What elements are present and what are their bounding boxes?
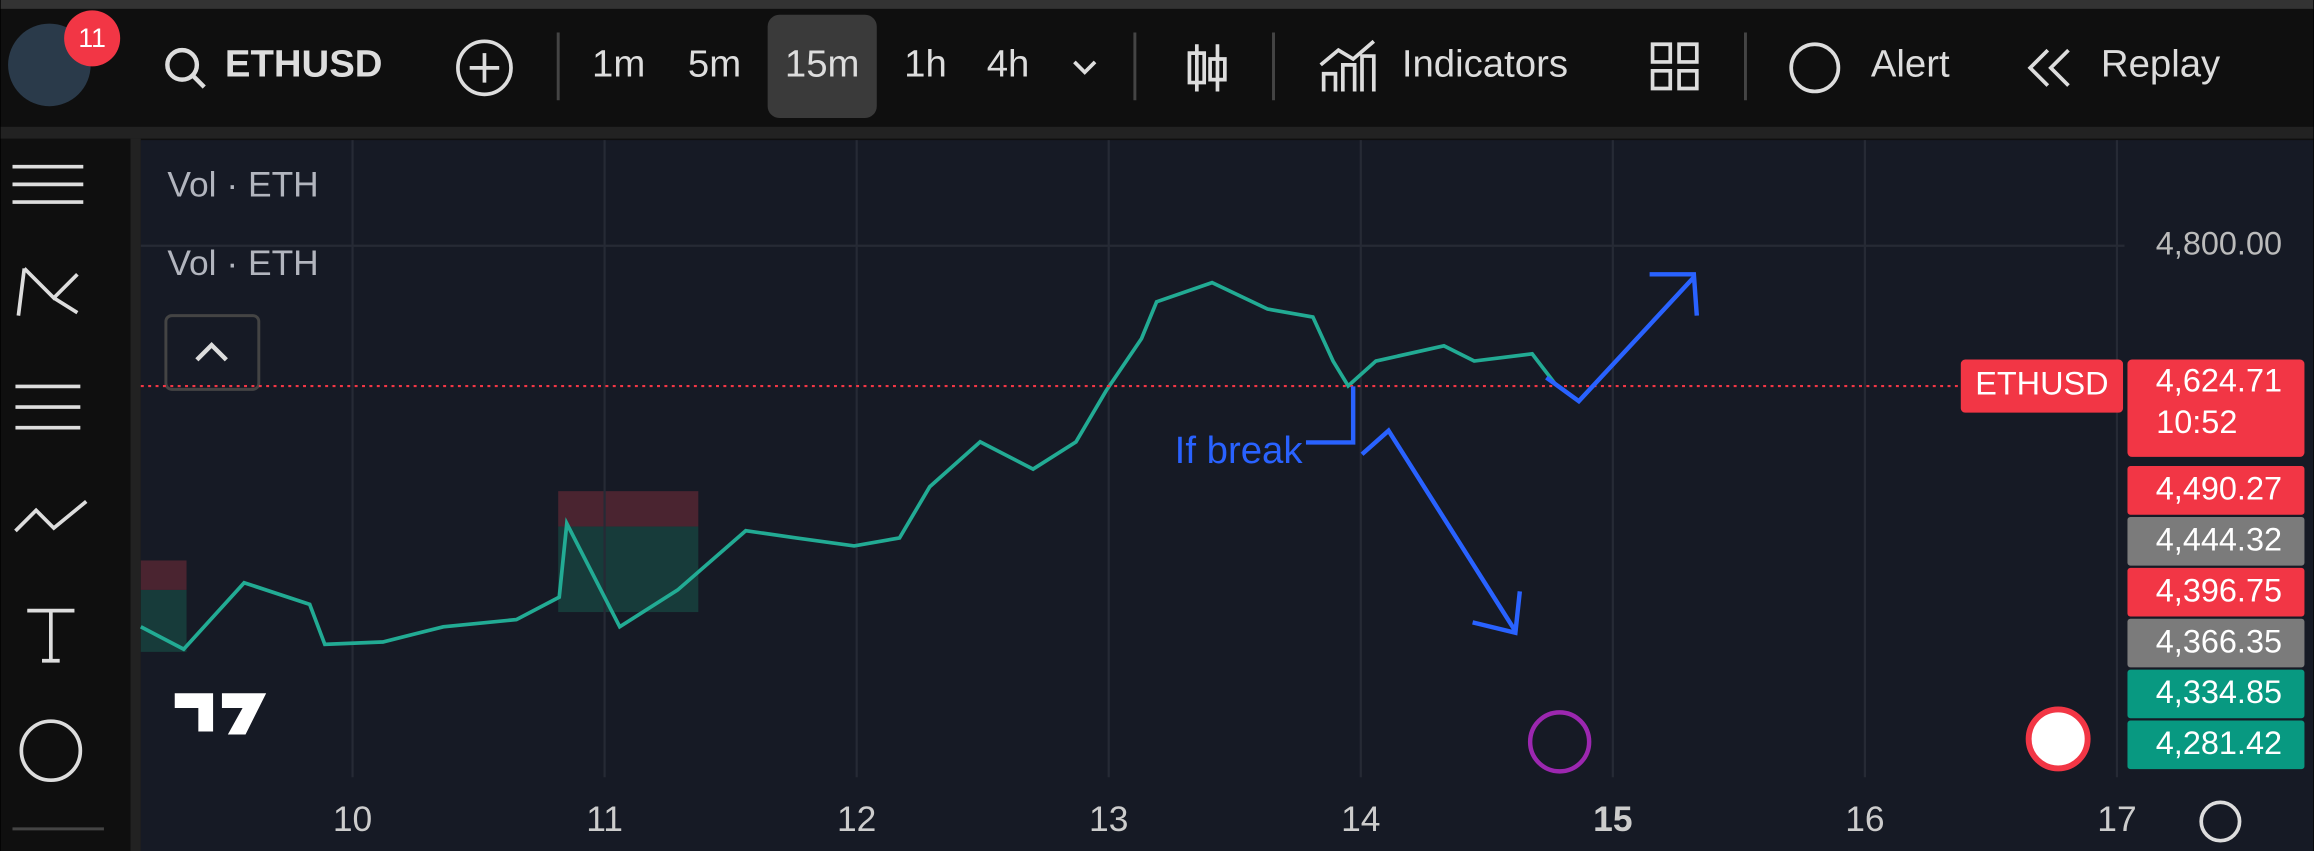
top-strip — [0, 0, 2314, 9]
tool-fib[interactable] — [15, 384, 81, 430]
alert[interactable]: Alert — [1871, 42, 1950, 85]
price-label-text: 4,396.75 — [2156, 572, 2282, 608]
price-tag-text: 4,624.71 — [2156, 363, 2282, 399]
tools — [12, 164, 88, 783]
replay[interactable]: Replay — [2101, 42, 2221, 85]
add-icon — [469, 53, 500, 83]
logo — [174, 693, 267, 735]
tool-text[interactable] — [27, 608, 75, 663]
collapse-icon — [195, 341, 228, 362]
price-label-text: 4,366.35 — [2156, 623, 2282, 659]
tool-lines[interactable] — [12, 164, 84, 204]
position-profit — [140, 589, 187, 652]
flag-icon[interactable] — [2025, 706, 2091, 772]
position-loss — [558, 491, 699, 527]
tool-pattern[interactable] — [16, 267, 79, 316]
indicators-icon[interactable] — [1319, 39, 1376, 92]
add-button[interactable] — [456, 39, 513, 97]
price-label — [2127, 516, 2305, 566]
indicators[interactable]: Indicators — [1402, 42, 1568, 85]
y-tick-label: 4,800.00 — [2156, 225, 2282, 261]
tool-emoji[interactable] — [19, 719, 83, 783]
legend: Vol · ETH — [167, 166, 318, 205]
price-label — [2127, 669, 2305, 719]
position-profit — [558, 526, 699, 613]
price-label-text: 4,490.27 — [2156, 471, 2282, 507]
symbol-tag-text: ETHUSD — [1975, 366, 2108, 402]
annotation: If break — [1175, 429, 1304, 472]
price-label-text: 4,334.85 — [2156, 674, 2282, 710]
x-tick-label: 13 — [1089, 800, 1128, 839]
assistant-icon[interactable] — [1527, 710, 1592, 774]
x-tick-label: 14 — [1341, 800, 1380, 839]
replay-icon[interactable] — [2027, 48, 2070, 87]
alert-icon[interactable] — [1789, 42, 1841, 94]
down-arrow — [1360, 427, 1523, 636]
interval[interactable]: 1m — [592, 42, 645, 85]
chart-area — [140, 140, 2314, 851]
settings-icon[interactable] — [2199, 800, 2242, 843]
price-line — [139, 280, 1557, 652]
active-interval — [767, 14, 877, 118]
x-tick-label: 16 — [1845, 800, 1884, 839]
interval[interactable]: 15m — [785, 42, 860, 85]
collapse-button[interactable] — [164, 314, 261, 391]
interval[interactable]: 4h — [987, 42, 1030, 85]
x-tick-label: 11 — [586, 800, 623, 839]
symbol[interactable]: ETHUSD — [225, 42, 383, 85]
search-icon — [190, 73, 206, 89]
price-label — [2127, 618, 2305, 668]
dropdown[interactable] — [1073, 60, 1097, 75]
price-label — [2127, 567, 2305, 617]
divider — [0, 126, 2314, 139]
position-loss — [140, 560, 187, 590]
break-line — [1305, 386, 1356, 445]
price-label-text: 4,444.32 — [2156, 522, 2282, 558]
interval[interactable]: 5m — [688, 42, 741, 85]
price-tag — [2127, 359, 2305, 457]
layout-icon[interactable] — [1650, 42, 1699, 91]
tool-path[interactable] — [14, 500, 88, 533]
x-tick-label: 12 — [837, 800, 876, 839]
symbol-tag — [1960, 359, 2124, 413]
price-label-text: 4,281.42 — [2156, 725, 2282, 761]
countdown: 10:52 — [2156, 404, 2237, 440]
x-tick-label: 17 — [2097, 800, 2136, 839]
chart-type-icon[interactable] — [1187, 44, 1227, 92]
badge — [64, 10, 121, 67]
x-tick-label: 10 — [333, 800, 372, 839]
price-label — [2127, 466, 2305, 515]
search-icon[interactable] — [165, 47, 200, 82]
up-arrow — [1545, 272, 1700, 405]
legend: Vol · ETH — [167, 244, 318, 283]
price-label — [2127, 720, 2305, 770]
drawing — [1305, 272, 1700, 636]
interval[interactable]: 1h — [904, 42, 947, 85]
divider — [130, 138, 141, 851]
x-tick-label: 15 — [1593, 800, 1632, 839]
badge-count: 11 — [78, 23, 106, 53]
